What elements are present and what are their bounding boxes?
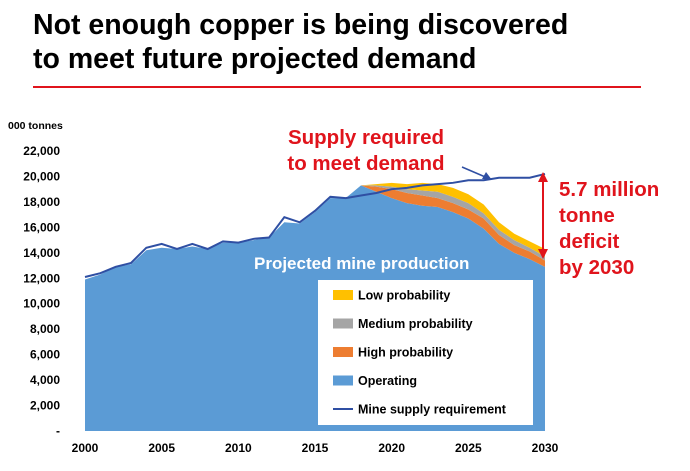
y-tick-label: 14,000 [23,246,60,260]
y-tick-label: 6,000 [30,348,60,362]
y-axis: - 2,000 4,000 6,000 8,000 10,000 12,000 14,000 1… [23,144,60,438]
y-tick-label: 2,000 [30,399,60,413]
legend-swatch [333,318,353,329]
legend-box [318,280,533,425]
legend: Low probability Medium probability High pr… [333,289,507,417]
supply-line [84,172,546,278]
x-tick-label: 2010 [225,441,252,455]
y-tick-label: 4,000 [30,373,60,387]
y-tick-label: 10,000 [23,297,60,311]
legend-label: High probability [358,346,453,360]
x-tick-label: 2025 [455,441,482,455]
y-tick-label: 22,000 [23,144,60,158]
y-tick-label: 20,000 [23,169,60,183]
legend-swatch [333,375,353,386]
legend-label: Medium probability [358,317,473,331]
deficit-annotation-line2: tonne [559,204,615,227]
x-tick-label: 2030 [532,441,559,455]
x-tick-label: 2005 [148,441,175,455]
legend-swatch [333,347,353,357]
y-tick-label: - [56,424,60,438]
supply-annotation-arrowhead [482,172,492,180]
deficit-annotation-line3: deficit [559,230,620,253]
y-tick-label: 16,000 [23,220,60,234]
legend-label: Mine supply requirement [358,403,507,417]
x-tick-label: 2000 [72,441,99,455]
page-title: Not enough copper is being discovered to… [33,9,569,75]
x-tick-label: 2015 [302,441,329,455]
x-tick-label: 2020 [378,441,405,455]
deficit-bracket [538,172,548,259]
x-axis: 2000 2005 2010 2015 2020 2025 2030 [72,441,559,455]
supply-annotation-line2: to meet demand [287,152,444,175]
area-label-projected-production: Projected mine production [254,254,469,273]
legend-swatch [333,290,353,300]
deficit-annotation-line1: 5.7 million [559,178,659,201]
deficit-annotation-line4: by 2030 [559,256,634,279]
supply-annotation-line1: Supply required [288,126,444,149]
legend-label: Low probability [358,289,450,303]
y-axis-unit-label: 000 tonnes [8,120,63,132]
title-underline [33,86,641,88]
y-tick-label: 8,000 [30,322,60,336]
y-tick-label: 12,000 [23,271,60,285]
y-tick-label: 18,000 [23,195,60,209]
legend-label: Operating [358,374,417,388]
line-mine-supply-requirement [84,172,546,278]
